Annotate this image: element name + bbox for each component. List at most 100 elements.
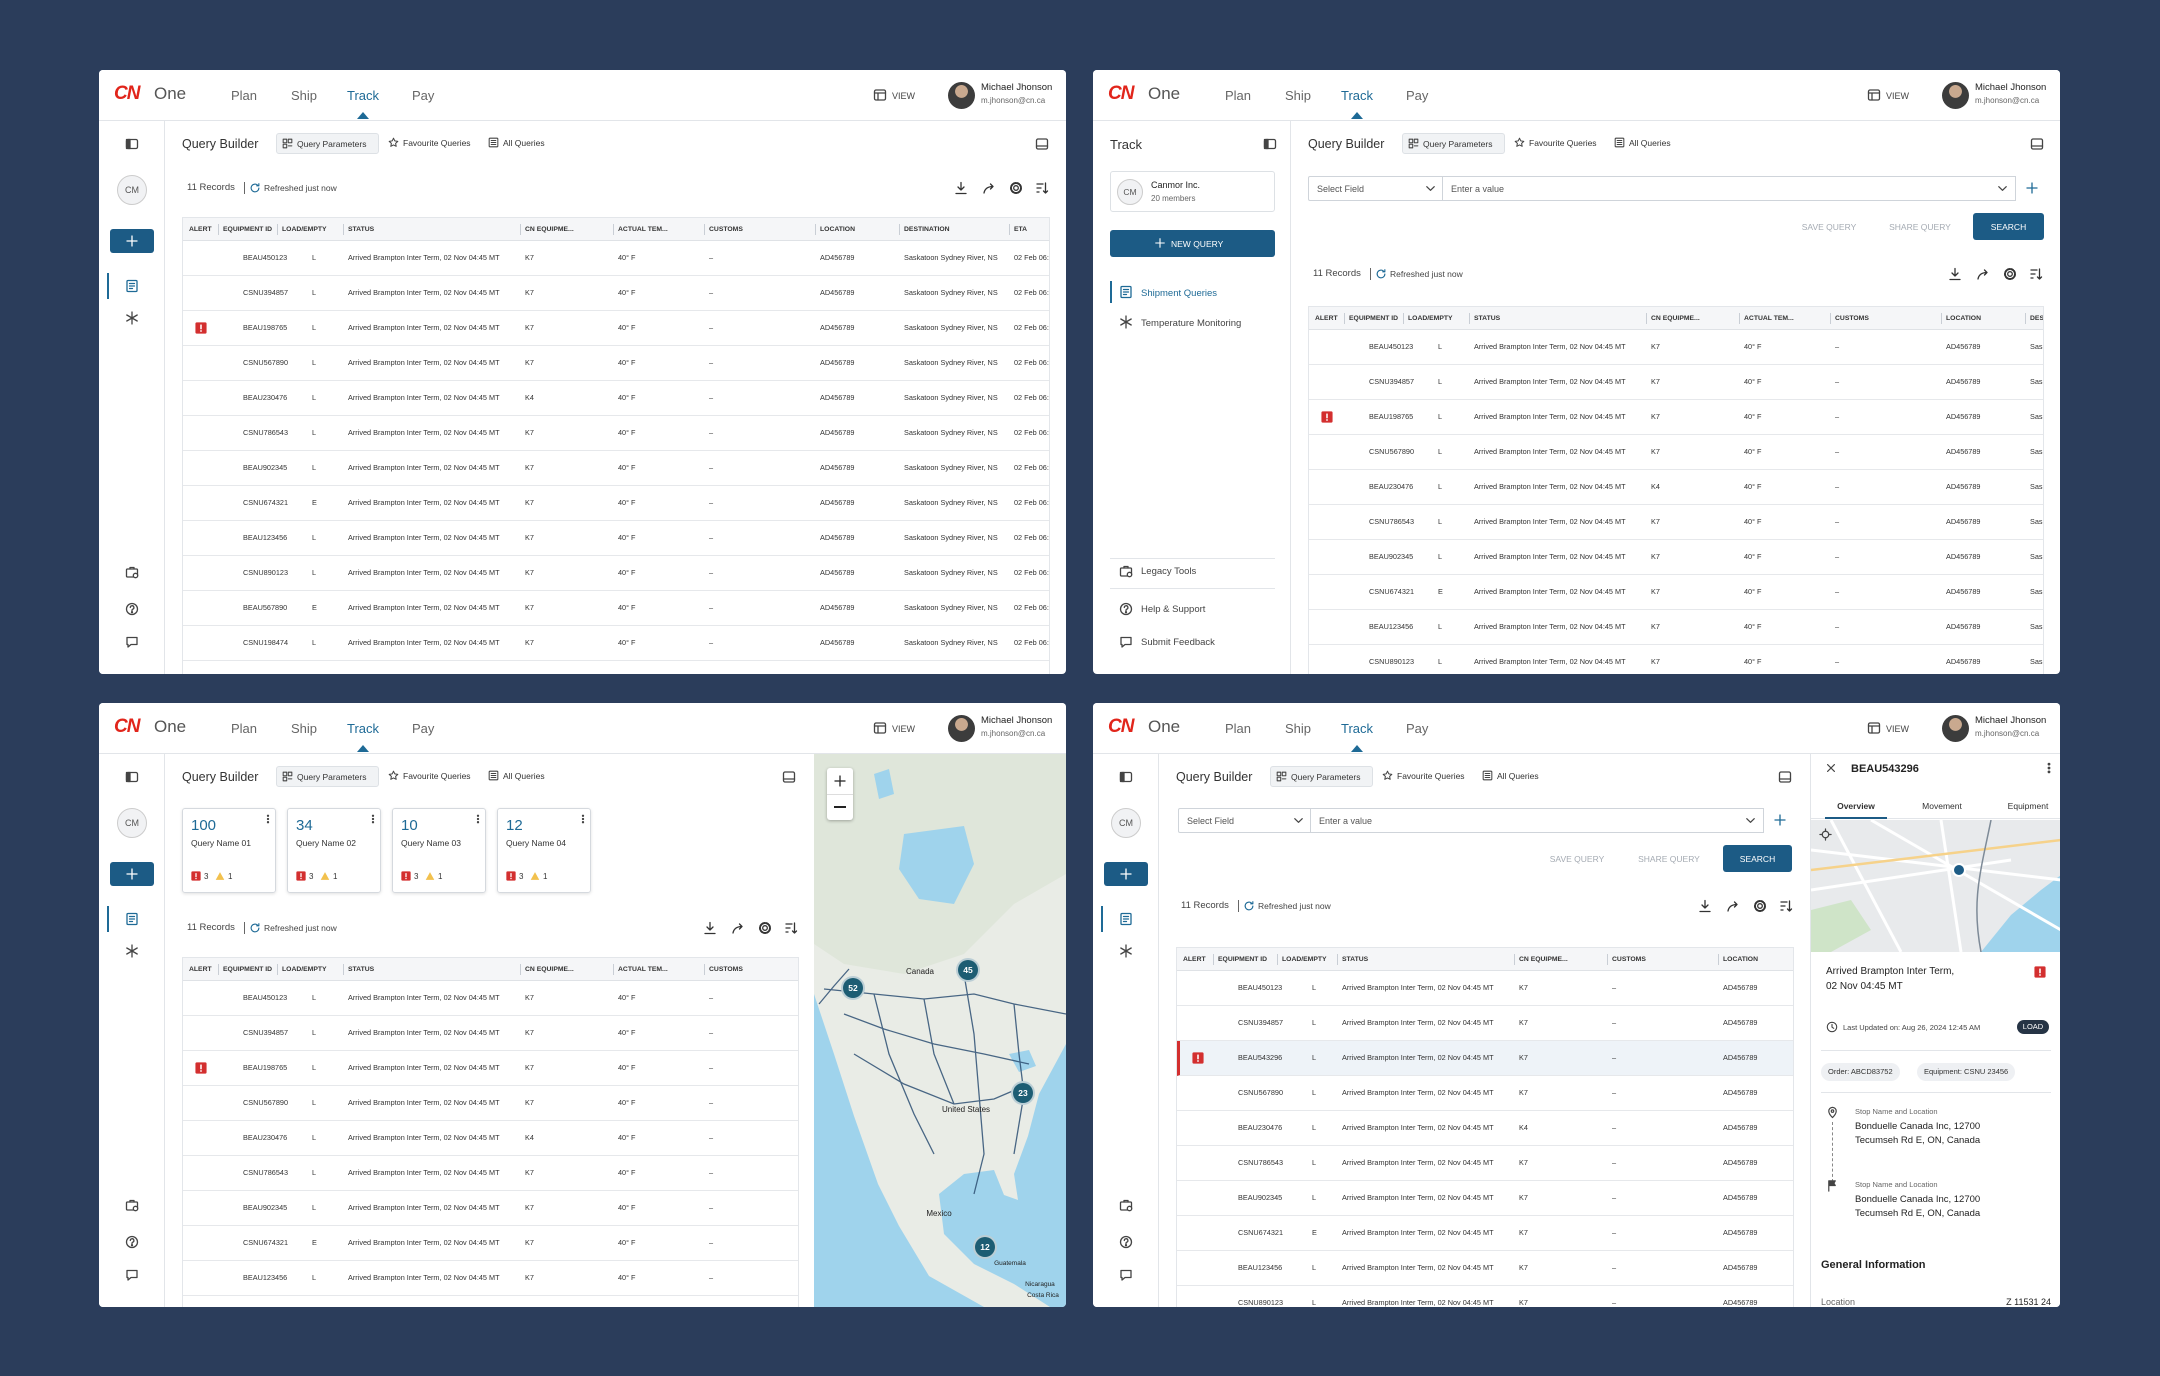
query-tab[interactable]: Query Parameters [276,766,379,787]
column-header[interactable]: STATUS [1342,956,1369,963]
sidebar-toggle[interactable] [125,137,139,151]
nav-item[interactable]: Pay [1406,88,1429,103]
column-header[interactable]: CN EQUIPME... [1519,956,1568,963]
table-row[interactable]: CSNU674321 E Arrived Brampton Inter Term, … [1177,1216,1793,1251]
column-header[interactable]: ALERT [189,226,212,233]
legacy-icon[interactable] [1119,564,1133,578]
query-tab[interactable]: Favourite Queries [1509,133,1605,154]
nav-item[interactable]: Pay [412,88,435,103]
column-header[interactable]: STATUS [1474,315,1501,322]
table-row[interactable]: BEAU450123 L Arrived Brampton Inter Term, … [1177,971,1793,1006]
help-icon[interactable] [125,602,139,616]
nav-item[interactable]: Plan [231,88,258,103]
query-tab[interactable]: Query Parameters [276,133,379,154]
saved-query-card[interactable]: 34 Query Name 02 3 1 [287,808,381,893]
tab-label[interactable]: All Queries [503,138,545,148]
search-label[interactable]: SEARCH [1739,854,1776,864]
table-row[interactable]: CSNU786543 L Arrived Brampton Inter Term, … [183,1156,798,1191]
column-header[interactable]: CUSTOMS [1612,956,1646,963]
tab-label[interactable]: Favourite Queries [1397,771,1465,781]
tab-label[interactable]: Favourite Queries [403,771,471,781]
query-tab[interactable]: All Queries [1477,766,1543,787]
download-action[interactable] [1948,267,1962,281]
table-row[interactable]: CSNU394857 L Arrived Brampton Inter Term, … [1177,1006,1793,1041]
table-row[interactable]: BEAU198765 L Arrived Brampton Inter Term, … [1309,400,2043,435]
refresh-icon[interactable] [249,922,261,934]
table-row[interactable]: CSNU786543 L Arrived Brampton Inter Term, … [183,416,1049,451]
table-row[interactable]: CSNU394857 L Arrived Brampton Inter Term, … [183,276,1049,311]
table-row[interactable]: BEAU450123 L Arrived Brampton Inter Term, … [183,981,798,1016]
table-row[interactable]: CSNU674321 E Arrived Brampton Inter Term, … [183,486,1049,521]
sort-action[interactable] [1779,899,1793,913]
temperature-icon[interactable] [1119,315,1133,329]
detail-tab[interactable]: Movement [1922,801,1962,811]
view-button[interactable]: VIEW [1886,91,1910,101]
view-icon[interactable] [1867,88,1881,102]
panel-toggle[interactable] [782,770,796,784]
legacy-tools-icon[interactable] [125,565,139,579]
org-avatar[interactable]: CM [1111,808,1141,838]
tab-label[interactable]: Favourite Queries [1529,138,1597,148]
table-row[interactable]: CSNU394857 L Arrived Brampton Inter Term, … [183,1016,798,1051]
table-row[interactable]: BEAU123456 L Arrived Brampton Inter Term, … [1309,610,2043,645]
footer-link[interactable]: Help & Support [1141,604,1206,615]
saved-query-card[interactable]: 12 Query Name 04 3 1 [497,808,591,893]
gear-action[interactable] [2003,267,2017,281]
save-query[interactable]: SAVE QUERY [1801,222,1857,232]
column-header[interactable]: DESTINATION [904,226,950,233]
gear-action[interactable] [1009,181,1023,195]
download-action[interactable] [954,181,968,195]
sidebar-toggle[interactable] [125,770,139,784]
nav-item[interactable]: Pay [412,721,435,736]
footer-link[interactable]: Submit Feedback [1141,637,1215,648]
zoom-control[interactable] [827,768,853,820]
column-header[interactable]: ACTUAL TEM... [1744,315,1794,322]
query-tab[interactable]: Favourite Queries [383,133,479,154]
gear-action[interactable] [1753,899,1767,913]
add-filter[interactable] [1773,813,1787,827]
view-button[interactable]: VIEW [892,91,916,101]
feedback-icon[interactable] [125,635,139,649]
query-tab[interactable]: Query Parameters [1270,766,1373,787]
company-card[interactable]: CM Canmor Inc. 20 members [1110,171,1275,212]
column-header[interactable]: LOAD/EMPTY [282,966,327,973]
table-row[interactable]: BEAU123456 L Arrived Brampton Inter Term, … [183,1261,798,1296]
search-button[interactable]: SEARCH [1723,845,1792,872]
zoom-out[interactable] [834,806,846,808]
column-header[interactable]: CN EQUIPME... [1651,315,1700,322]
table-row[interactable]: BEAU902345 L Arrived Brampton Inter Term, … [183,1191,798,1226]
map-cluster[interactable]: 23 [1011,1081,1035,1105]
share-action[interactable] [982,181,996,195]
menu-item[interactable]: Temperature Monitoring [1141,318,1242,329]
temperature-icon[interactable] [125,944,139,958]
panel-toggle[interactable] [1035,137,1049,151]
table-row[interactable]: CSNU674321 E Arrived Brampton Inter Term, … [183,1226,798,1261]
query-tab[interactable]: All Queries [483,133,549,154]
column-header[interactable]: ETA [1014,226,1028,233]
nav-item[interactable]: Ship [1285,721,1312,736]
detail-tab[interactable]: Overview [1825,796,1887,819]
column-header[interactable]: LOCATION [820,226,855,233]
tab-label[interactable]: Favourite Queries [403,138,471,148]
table-row[interactable]: CSNU786543 L Arrived Brampton Inter Term, … [1309,505,2043,540]
table-row[interactable]: CSNU674321 E Arrived Brampton Inter Term, … [1309,575,2043,610]
nav-item[interactable]: Pay [1406,721,1429,736]
tab-label[interactable]: All Queries [1629,138,1671,148]
column-header[interactable]: LOCATION [1723,956,1758,963]
org-avatar[interactable]: CM [117,808,147,838]
view-icon[interactable] [873,88,887,102]
help-icon[interactable] [1119,1235,1133,1249]
footer-link[interactable]: Legacy Tools [1141,566,1197,577]
query-tab[interactable]: Query Parameters [1402,133,1505,154]
column-header[interactable]: DESTINATION [2030,315,2044,322]
column-header[interactable]: ALERT [189,966,212,973]
share-action[interactable] [1726,899,1740,913]
table-row[interactable]: CSNU567890 L Arrived Brampton Inter Term, … [1177,1076,1793,1111]
panel-toggle[interactable] [1778,770,1792,784]
share-action[interactable] [1976,267,1990,281]
saved-query-card[interactable]: 10 Query Name 03 3 1 [392,808,486,893]
table-row[interactable]: BEAU543296 L Arrived Brampton Inter Term, … [1177,1041,1793,1076]
